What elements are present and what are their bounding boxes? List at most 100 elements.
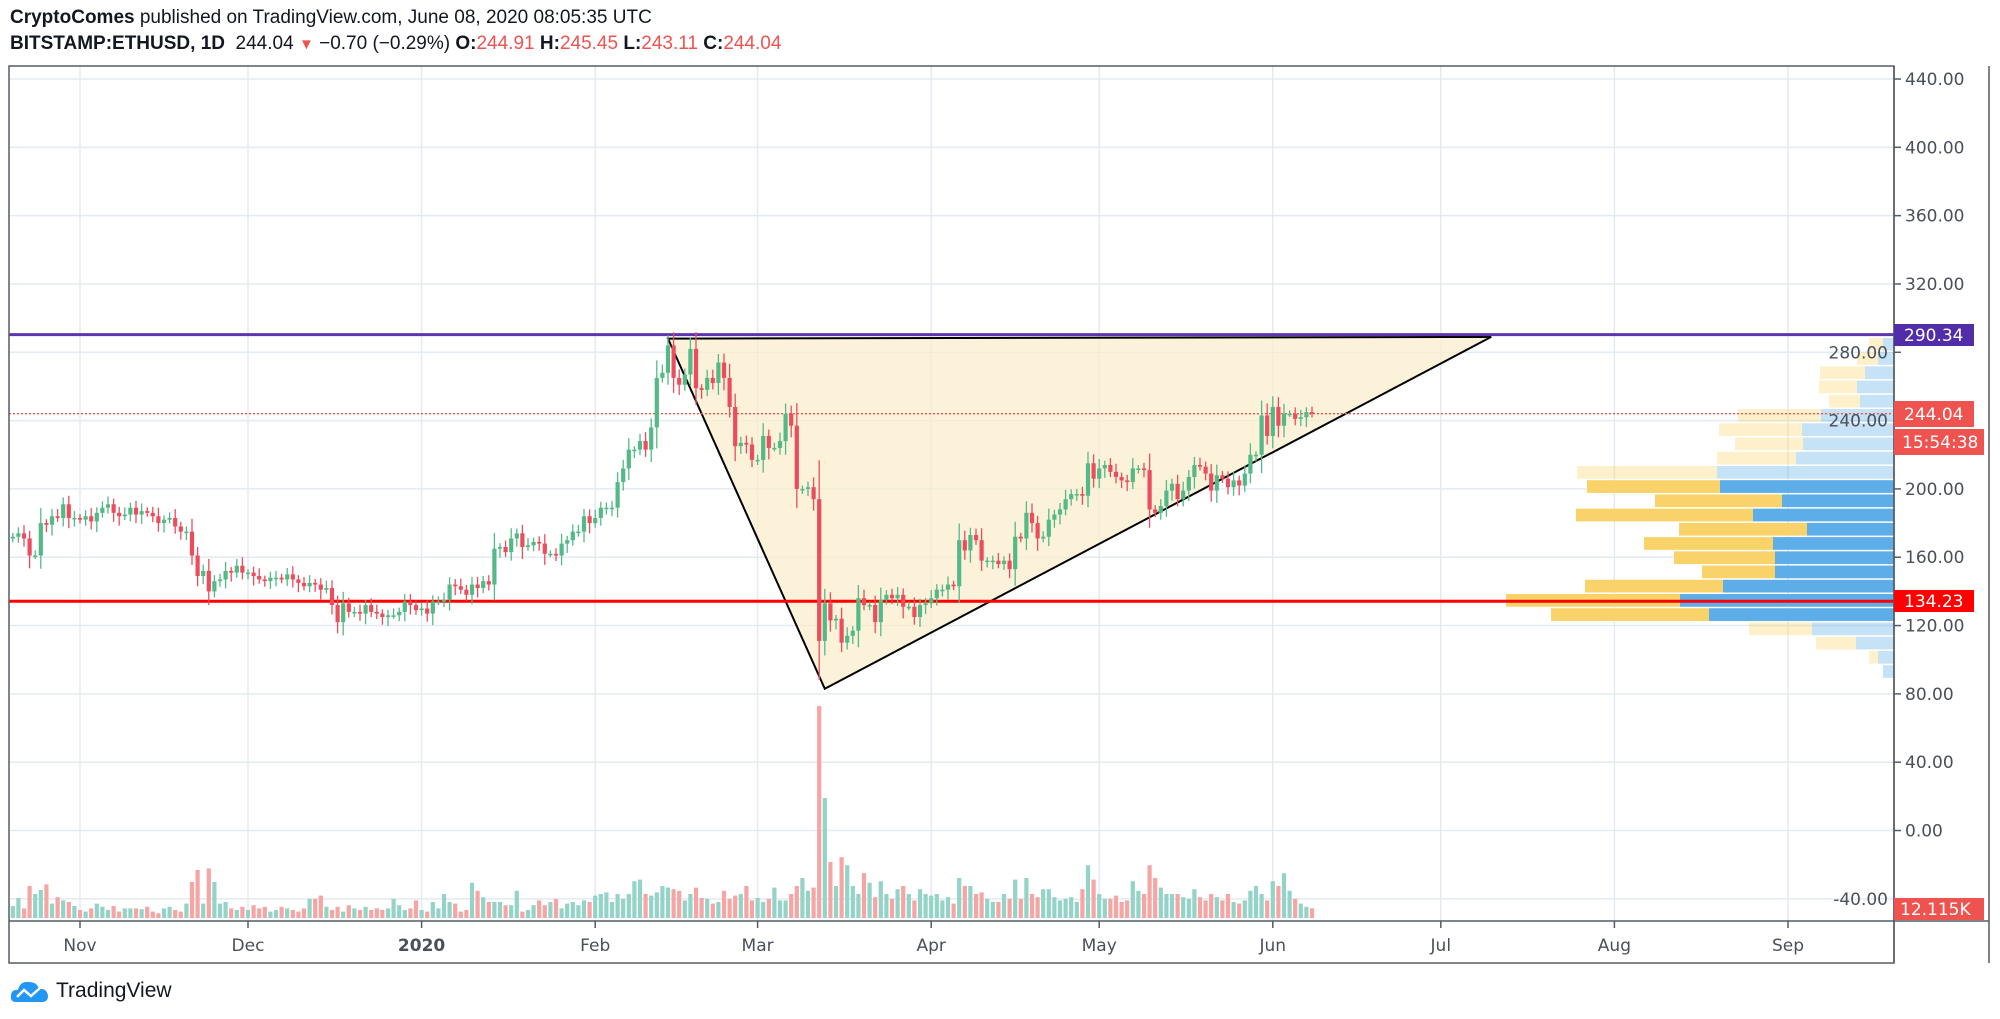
vp-down-bar: [1738, 409, 1821, 422]
candle-body: [721, 362, 727, 378]
candle-body: [33, 555, 38, 558]
volume-bar: [150, 911, 155, 918]
volume-bar: [313, 898, 318, 918]
candle-body: [229, 570, 234, 573]
volume-bar: [996, 902, 1001, 918]
candle-body: [128, 507, 133, 515]
candle-body: [766, 435, 771, 448]
candle-body: [111, 504, 116, 513]
volume-bar: [161, 908, 167, 918]
candle-body: [962, 540, 967, 551]
volume-bar: [822, 798, 827, 918]
candle-body: [525, 545, 531, 547]
candle-body: [357, 611, 363, 614]
candle-body: [189, 531, 195, 556]
candle-body: [710, 377, 715, 384]
vp-down-bar: [1551, 608, 1709, 621]
vp-up-bar: [1723, 579, 1894, 593]
last-price: 244.04: [235, 33, 294, 54]
volume-bar: [615, 894, 620, 918]
candle-body: [447, 584, 452, 600]
volume-bar: [156, 913, 161, 918]
volume-bar: [391, 898, 396, 918]
vp-up-bar: [1865, 366, 1894, 380]
candle-body: [397, 611, 402, 616]
volume-bar: [749, 900, 755, 918]
candle-body: [733, 406, 738, 447]
candle-body: [755, 459, 760, 462]
volume-bar: [117, 911, 122, 918]
candle-body: [906, 606, 911, 609]
y-tick-label: 320.00: [1905, 275, 1964, 295]
volume-bar: [817, 706, 822, 918]
vp-up-bar: [1883, 337, 1894, 351]
candle-body: [1113, 471, 1119, 477]
candle-body: [10, 536, 15, 539]
volume-bar: [889, 898, 895, 918]
volume-bar: [1220, 900, 1225, 918]
x-tick-label: Feb: [580, 936, 610, 956]
vp-up-bar: [1773, 537, 1894, 550]
candle-body: [150, 512, 155, 517]
vp-up-bar: [1720, 480, 1894, 493]
tradingview-logo[interactable]: TradingView: [10, 978, 172, 1004]
x-tick-label: Dec: [232, 936, 265, 956]
candle-body: [548, 553, 553, 556]
candle-body: [632, 449, 637, 452]
x-tick-label: Jul: [1430, 936, 1452, 956]
high-value: 245.45: [559, 33, 619, 54]
volume-bar: [940, 900, 945, 918]
vp-up-bar: [1802, 423, 1894, 437]
candle-body: [1147, 470, 1152, 510]
candle-body: [1298, 417, 1303, 419]
volume-bar: [290, 910, 295, 918]
volume-bar: [201, 903, 206, 918]
candle-body: [1259, 415, 1264, 455]
candle-body: [996, 560, 1001, 565]
volume-bar: [1029, 894, 1035, 918]
volume-bar: [531, 905, 536, 918]
close-value: 244.04: [723, 33, 782, 54]
volume-bar: [973, 894, 979, 918]
candle-body: [979, 540, 984, 561]
candle-body: [290, 574, 295, 580]
volume-bar: [94, 903, 99, 918]
low-label: L:: [623, 33, 642, 54]
publish-info: CryptoComes published on TradingView.com…: [10, 7, 652, 29]
candle-body: [565, 540, 570, 544]
volume-bar: [245, 910, 251, 918]
time-axis[interactable]: Nov Dec 2020 Feb Mar Apr May Jun Jul Aug Sep: [63, 921, 1804, 956]
price-tags: 290.34 244.04 15:54:38 134.23 12.115K: [1894, 324, 1984, 920]
candle-body: [240, 565, 245, 573]
volume-bar: [587, 902, 592, 918]
volume-bar: [660, 886, 665, 918]
candle-body: [945, 584, 951, 590]
price-change: −0.70 (−0.29%): [319, 33, 451, 54]
volume-bar: [1197, 897, 1203, 918]
triangle-pattern[interactable]: [666, 335, 1492, 691]
candle-body: [425, 608, 430, 614]
y-tick-label: 440.00: [1905, 70, 1964, 90]
candle-body: [464, 589, 469, 595]
volume-bar: [593, 895, 598, 918]
vp-up-bar: [1812, 622, 1894, 636]
price-axis[interactable]: 440.00 400.00 360.00 320.00 280.00 240.00 200.…: [1829, 70, 1965, 910]
volume-bar: [1046, 889, 1051, 918]
volume-bar: [223, 902, 228, 918]
volume-bar: [632, 881, 637, 918]
volume-bar: [783, 900, 788, 918]
candle-body: [794, 425, 799, 489]
vp-down-bar: [1577, 465, 1717, 479]
volume-bar: [413, 900, 419, 918]
candle-body: [117, 512, 122, 517]
volume-bar: [1136, 890, 1141, 918]
volume-bar: [565, 903, 570, 918]
horizontal-lines[interactable]: [9, 333, 1894, 603]
volume-bar: [1119, 902, 1124, 918]
volume-bar: [436, 908, 441, 918]
volume-bar: [990, 902, 995, 918]
author-name[interactable]: CryptoComes: [10, 7, 135, 28]
volume-bar: [1231, 902, 1236, 918]
resistance-tag-bg: [1894, 324, 1974, 346]
